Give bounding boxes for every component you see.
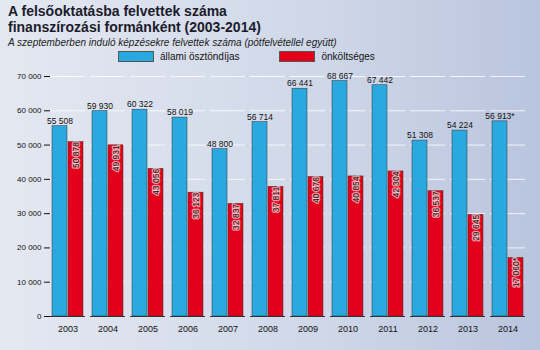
svg-text:50 000: 50 000 [17,141,42,150]
html-text:A szeptemberben induló képzése: A szeptemberben induló képzésekre felvet… [8,37,337,48]
svg-text:2009: 2009 [298,324,318,334]
svg-text:67 442: 67 442 [367,75,393,85]
svg-text:2010: 2010 [338,324,358,334]
svg-text:10 000: 10 000 [17,278,42,287]
svg-text:32 837: 32 837 [231,204,241,230]
svg-text:66 441: 66 441 [287,78,313,88]
svg-text:40 000: 40 000 [17,175,42,184]
html-text:állami ösztöndíjas: állami ösztöndíjas [160,51,240,62]
svg-text:20 000: 20 000 [17,243,42,252]
svg-text:43 056: 43 056 [151,169,161,195]
svg-text:48 800: 48 800 [207,139,233,149]
svg-text:49 931: 49 931 [111,145,121,171]
svg-text:36 537: 36 537 [431,191,441,217]
svg-text:37 811: 37 811 [271,187,281,213]
svg-text:50 878: 50 878 [71,142,81,168]
svg-text:2013: 2013 [458,324,478,334]
svg-text:55 508: 55 508 [47,116,73,126]
svg-text:29 645: 29 645 [471,215,481,241]
svg-text:68 667: 68 667 [327,71,353,81]
html-text:önköltséges: önköltséges [321,51,375,62]
svg-text:2005: 2005 [138,324,158,334]
html-text:A felsőoktatásba felvettek szá: A felsőoktatásba felvettek száma finansz… [8,3,261,35]
svg-text:2006: 2006 [178,324,198,334]
svg-text:36 123: 36 123 [191,192,201,218]
svg-text:2014: 2014 [498,324,518,334]
svg-text:54 224: 54 224 [447,120,473,130]
svg-text:2004: 2004 [98,324,118,334]
svg-text:60 000: 60 000 [17,106,42,115]
svg-text:40 676: 40 676 [311,177,321,203]
svg-text:2012: 2012 [418,324,438,334]
svg-text:2007: 2007 [218,324,238,334]
svg-text:2011: 2011 [378,324,397,334]
svg-text:42 304: 42 304 [391,171,401,197]
svg-text:2003: 2003 [58,324,78,334]
svg-text:56 714: 56 714 [247,112,273,122]
svg-text:51 308: 51 308 [407,130,433,140]
svg-text:70 000: 70 000 [17,72,42,81]
svg-text:56 913*: 56 913* [485,111,515,121]
svg-text:2008: 2008 [258,324,278,334]
svg-text:30 000: 30 000 [17,209,42,218]
svg-text:17 060*: 17 060* [511,257,521,287]
svg-text:0: 0 [37,312,42,321]
svg-text:40 854: 40 854 [351,176,361,202]
svg-text:59 930: 59 930 [87,101,113,111]
svg-text:58 019: 58 019 [167,107,193,117]
svg-text:60 322: 60 322 [127,99,153,109]
